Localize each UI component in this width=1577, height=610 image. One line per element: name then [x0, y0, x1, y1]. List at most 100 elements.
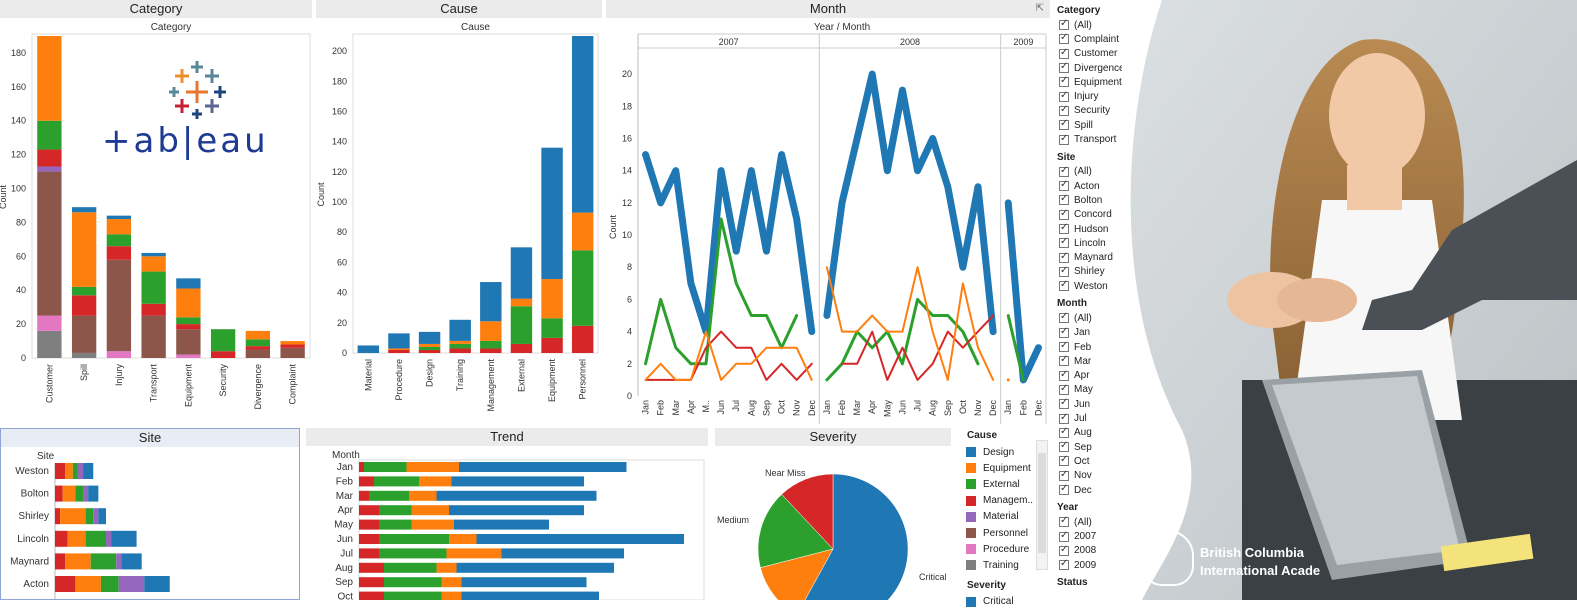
checkbox-checked-icon[interactable] — [1059, 265, 1069, 277]
filter-option[interactable]: Shirley — [1055, 265, 1125, 279]
checkbox-checked-icon[interactable] — [1059, 75, 1069, 88]
filter-option[interactable]: Injury — [1055, 89, 1125, 103]
legend-item[interactable]: Design — [966, 444, 1050, 460]
filter-option[interactable]: Transport — [1055, 132, 1125, 146]
x-tick-label: Complaint — [288, 364, 298, 405]
legend-item[interactable]: Procedure — [966, 541, 1050, 557]
checkbox-checked-icon[interactable] — [1059, 426, 1069, 438]
filter-option[interactable]: Jan — [1055, 326, 1125, 340]
checkbox-checked-icon[interactable] — [1059, 32, 1069, 45]
checkbox-checked-icon[interactable] — [1059, 544, 1069, 556]
filter-option[interactable]: Bolton — [1055, 193, 1125, 207]
filter-option[interactable]: Security — [1055, 104, 1125, 118]
checkbox-checked-icon[interactable] — [1059, 397, 1069, 410]
checkbox-checked-icon[interactable] — [1059, 90, 1069, 102]
legend-swatch — [966, 528, 976, 539]
filter-option[interactable]: Customer — [1055, 47, 1125, 61]
filter-option[interactable]: Feb — [1055, 340, 1125, 354]
filter-option-label: Mar — [1074, 355, 1092, 367]
filter-option[interactable]: Oct — [1055, 454, 1125, 468]
filter-option[interactable]: Divergence — [1055, 61, 1125, 75]
filter-option[interactable]: (All) — [1055, 515, 1125, 529]
bar-segment-external — [37, 120, 62, 150]
filter-option[interactable]: Apr — [1055, 369, 1125, 383]
filter-option[interactable]: May — [1055, 383, 1125, 397]
checkbox-checked-icon[interactable] — [1059, 440, 1069, 453]
y-tick-label: 0 — [342, 348, 347, 358]
bar-segment-external — [480, 340, 502, 349]
checkbox-checked-icon[interactable] — [1059, 47, 1069, 59]
checkbox-checked-icon[interactable] — [1059, 179, 1069, 192]
checkbox-checked-icon[interactable] — [1059, 193, 1069, 206]
filter-option[interactable]: Lincoln — [1055, 236, 1125, 250]
checkbox-checked-icon[interactable] — [1059, 165, 1069, 177]
filter-option[interactable]: Aug — [1055, 426, 1125, 440]
filter-option[interactable]: (All) — [1055, 311, 1125, 325]
checkbox-checked-icon[interactable] — [1059, 469, 1069, 481]
line-series-management — [841, 314, 995, 381]
legend-scrollbar[interactable] — [1036, 440, 1048, 570]
filter-option[interactable]: Maynard — [1055, 250, 1125, 264]
checkbox-checked-icon[interactable] — [1059, 515, 1069, 528]
filter-option[interactable]: Complaint — [1055, 32, 1125, 46]
filter-option[interactable]: Acton — [1055, 179, 1125, 193]
filter-option[interactable]: Dec — [1055, 483, 1125, 497]
checkbox-checked-icon[interactable] — [1059, 483, 1069, 496]
filter-option[interactable]: Weston — [1055, 279, 1125, 293]
legend-scroll-thumb[interactable] — [1038, 453, 1046, 553]
checkbox-checked-icon[interactable] — [1059, 118, 1069, 131]
pie-slice — [760, 548, 834, 600]
checkbox-checked-icon[interactable] — [1059, 133, 1069, 145]
checkbox-checked-icon[interactable] — [1059, 311, 1069, 324]
checkbox-checked-icon[interactable] — [1059, 454, 1069, 467]
checkbox-checked-icon[interactable] — [1059, 558, 1069, 571]
checkbox-checked-icon[interactable] — [1059, 340, 1069, 353]
checkbox-checked-icon[interactable] — [1059, 383, 1069, 395]
checkbox-checked-icon[interactable] — [1059, 326, 1069, 338]
bar-segment-external — [379, 548, 447, 559]
checkbox-checked-icon[interactable] — [1059, 61, 1069, 74]
checkbox-checked-icon[interactable] — [1059, 236, 1069, 249]
legend-item[interactable]: Personnel — [966, 525, 1050, 541]
month-tick-label: Dec — [807, 400, 817, 417]
checkbox-checked-icon[interactable] — [1059, 208, 1069, 220]
month-tick-label: Sep — [943, 400, 953, 416]
expand-icon[interactable]: ⇱ — [1035, 3, 1044, 14]
checkbox-checked-icon[interactable] — [1059, 412, 1069, 424]
checkbox-checked-icon[interactable] — [1059, 530, 1069, 542]
filter-option[interactable]: (All) — [1055, 18, 1125, 32]
bar-segment-training — [37, 330, 62, 358]
filter-option[interactable]: 2008 — [1055, 544, 1125, 558]
filter-option[interactable]: 2007 — [1055, 530, 1125, 544]
month-tick-label: Jan — [1003, 400, 1013, 415]
bar-segment-management — [359, 505, 379, 516]
legend-item[interactable]: Training — [966, 557, 1050, 573]
checkbox-checked-icon[interactable] — [1059, 279, 1069, 292]
filter-option[interactable]: Jun — [1055, 397, 1125, 411]
checkbox-checked-icon[interactable] — [1059, 354, 1069, 367]
filter-option[interactable]: Hudson — [1055, 222, 1125, 236]
filter-option[interactable]: Concord — [1055, 208, 1125, 222]
filter-option[interactable]: Equipment — [1055, 75, 1125, 89]
filter-option[interactable]: Spill — [1055, 118, 1125, 132]
legend-item[interactable]: Managem.. — [966, 493, 1050, 509]
filter-option[interactable]: Nov — [1055, 469, 1125, 483]
checkbox-checked-icon[interactable] — [1059, 104, 1069, 116]
bar-segment-material — [77, 463, 84, 479]
filter-option[interactable]: Mar — [1055, 354, 1125, 368]
row-label: Acton — [23, 579, 49, 590]
legend-item[interactable]: Material — [966, 509, 1050, 525]
checkbox-checked-icon[interactable] — [1059, 18, 1069, 31]
legend-item[interactable]: External — [966, 476, 1050, 492]
checkbox-checked-icon[interactable] — [1059, 222, 1069, 234]
filter-option[interactable]: Jul — [1055, 411, 1125, 425]
checkbox-checked-icon[interactable] — [1059, 369, 1069, 381]
filter-option[interactable]: (All) — [1055, 165, 1125, 179]
severity-legend-title: Severity — [967, 579, 1006, 591]
checkbox-checked-icon[interactable] — [1059, 251, 1069, 263]
severity-legend-item[interactable]: Critical — [966, 594, 1050, 610]
legend-item[interactable]: Equipment — [966, 460, 1050, 476]
filter-option[interactable]: 2009 — [1055, 558, 1125, 572]
filter-option[interactable]: Sep — [1055, 440, 1125, 454]
x-tick-label: Equipment — [183, 364, 193, 408]
